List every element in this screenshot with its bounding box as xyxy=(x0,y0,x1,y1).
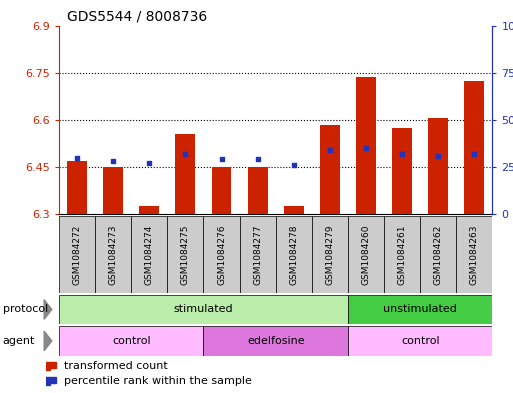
Bar xyxy=(464,81,484,214)
Bar xyxy=(312,216,348,293)
Point xyxy=(470,151,479,157)
Text: GSM1084274: GSM1084274 xyxy=(145,224,154,285)
Bar xyxy=(103,167,123,214)
Text: GSM1084272: GSM1084272 xyxy=(72,224,82,285)
Point xyxy=(362,145,370,151)
Bar xyxy=(284,206,304,214)
Text: GDS5544 / 8008736: GDS5544 / 8008736 xyxy=(67,10,207,24)
Text: GSM1084277: GSM1084277 xyxy=(253,224,262,285)
Bar xyxy=(248,167,268,214)
Point xyxy=(145,160,153,166)
Text: GSM1084279: GSM1084279 xyxy=(325,224,334,285)
Text: GSM1084262: GSM1084262 xyxy=(434,224,443,285)
Bar xyxy=(428,118,448,214)
Text: edelfosine: edelfosine xyxy=(247,336,305,346)
Point xyxy=(181,151,189,157)
Bar xyxy=(348,216,384,293)
Bar xyxy=(356,77,376,214)
Bar xyxy=(175,134,195,214)
Bar xyxy=(59,326,204,356)
Text: GSM1084260: GSM1084260 xyxy=(362,224,370,285)
Text: protocol: protocol xyxy=(3,305,48,314)
Point xyxy=(434,152,442,159)
Text: unstimulated: unstimulated xyxy=(383,305,457,314)
Bar xyxy=(457,216,492,293)
Bar xyxy=(392,128,412,214)
Text: GSM1084261: GSM1084261 xyxy=(398,224,407,285)
Text: percentile rank within the sample: percentile rank within the sample xyxy=(64,376,251,386)
Point xyxy=(398,151,406,157)
Bar xyxy=(384,216,420,293)
Bar xyxy=(212,167,231,214)
Bar xyxy=(95,216,131,293)
Text: GSM1084263: GSM1084263 xyxy=(470,224,479,285)
Bar xyxy=(348,326,492,356)
Text: GSM1084275: GSM1084275 xyxy=(181,224,190,285)
Point xyxy=(73,154,81,161)
Text: agent: agent xyxy=(3,336,35,346)
Text: control: control xyxy=(112,336,150,346)
Text: stimulated: stimulated xyxy=(174,305,233,314)
Point xyxy=(326,147,334,153)
Bar xyxy=(167,216,204,293)
Bar xyxy=(348,295,492,324)
Text: transformed count: transformed count xyxy=(64,362,167,371)
Bar xyxy=(240,216,275,293)
Text: GSM1084273: GSM1084273 xyxy=(109,224,117,285)
Bar xyxy=(204,326,348,356)
Bar xyxy=(204,216,240,293)
Bar xyxy=(420,216,457,293)
Bar xyxy=(320,125,340,214)
Text: GSM1084276: GSM1084276 xyxy=(217,224,226,285)
Bar xyxy=(59,216,95,293)
Bar xyxy=(275,216,312,293)
Point xyxy=(253,156,262,163)
Bar xyxy=(67,161,87,214)
Text: GSM1084278: GSM1084278 xyxy=(289,224,298,285)
Point xyxy=(109,158,117,165)
Point xyxy=(290,162,298,168)
Bar xyxy=(131,216,167,293)
Point xyxy=(218,156,226,163)
Text: control: control xyxy=(401,336,440,346)
Bar xyxy=(140,206,159,214)
Bar xyxy=(59,295,348,324)
